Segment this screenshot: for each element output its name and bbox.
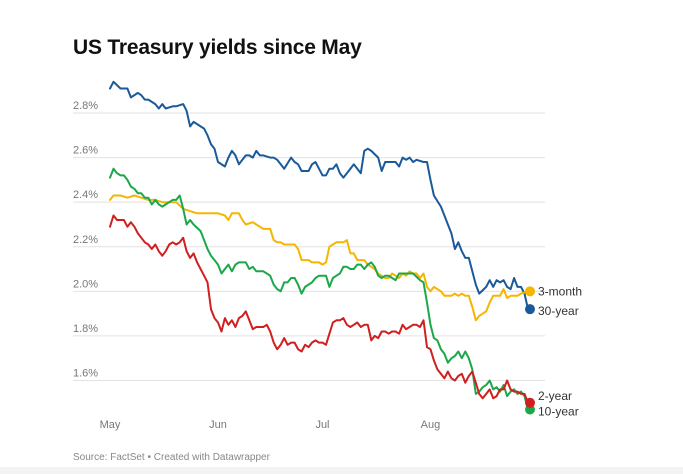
end-label-3-month: 3-month	[538, 284, 582, 298]
y-tick-label: 2.4%	[73, 189, 98, 201]
series-line-30-year	[109, 80, 529, 311]
y-tick-label: 2.2%	[73, 234, 98, 246]
y-axis-ticks: 1.6% 1.8% 2.0% 2.2% 2.4% 2.6% 2.8%	[73, 100, 98, 380]
x-tick-label: May	[100, 419, 121, 431]
bottom-strip	[0, 467, 683, 474]
series-line-10-year	[109, 167, 529, 411]
chart-title: US Treasury yields since May	[73, 36, 362, 59]
x-tick-label: Jul	[315, 419, 329, 431]
y-tick-label: 1.8%	[73, 323, 98, 335]
y-tick-label: 2.8%	[73, 100, 98, 112]
x-tick-label: Aug	[421, 419, 441, 431]
y-tick-label: 1.6%	[73, 368, 98, 380]
credit-text: Created with Datawrapper	[153, 452, 270, 463]
end-label-10-year: 10-year	[538, 404, 579, 418]
source-text: Source: FactSet	[73, 452, 145, 463]
end-label-2-year: 2-year	[538, 389, 572, 403]
source-separator: •	[147, 452, 151, 463]
end-marker-3-month	[525, 286, 535, 297]
end-label-30-year: 30-year	[538, 304, 579, 318]
gridlines	[73, 112, 545, 381]
x-axis-ticks: May Jun Jul Aug	[100, 419, 441, 431]
source-note: Source: FactSet • Created with Datawrapp…	[73, 452, 270, 463]
x-tick-label: Jun	[209, 419, 227, 431]
series-line-3-month	[109, 194, 529, 322]
y-tick-label: 2.0%	[73, 278, 98, 290]
series-line-2-year	[109, 214, 529, 404]
end-marker-2-year	[525, 397, 535, 408]
end-marker-30-year	[525, 304, 535, 315]
series-lines	[109, 80, 529, 411]
y-tick-label: 2.6%	[73, 145, 98, 157]
